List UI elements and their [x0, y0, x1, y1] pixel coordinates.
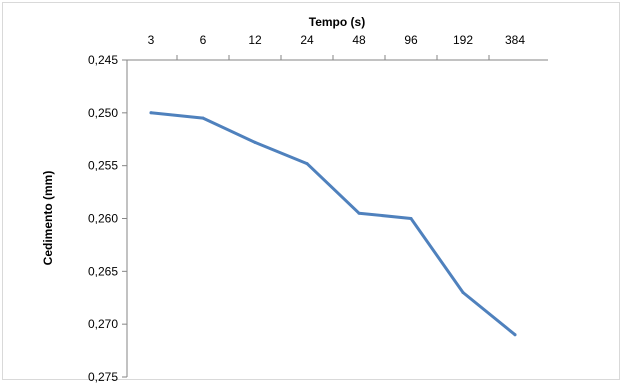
- x-tick-label: 24: [300, 33, 314, 47]
- y-tick-label: 0,245: [88, 53, 118, 67]
- x-tick-label: 384: [505, 33, 525, 47]
- data-point: [305, 162, 309, 166]
- y-tick-label: 0,270: [88, 317, 118, 331]
- y-tick-label: 0,265: [88, 264, 118, 278]
- y-tick-label: 0,250: [88, 106, 118, 120]
- x-tick-label: 12: [248, 33, 262, 47]
- data-point: [253, 140, 257, 144]
- x-tick-label: 192: [453, 33, 473, 47]
- chart-frame: [2, 2, 620, 380]
- y-axis-title: Cedimento (mm): [41, 171, 55, 266]
- data-point: [149, 111, 153, 115]
- axes: 0,245 0,250 0,255 0,260 0,265 0,270 0,275 3 6 12 2…: [88, 33, 548, 383]
- series-layer: [149, 111, 517, 337]
- x-axis-title: Tempo (s): [309, 15, 365, 29]
- x-tick-label: 96: [404, 33, 418, 47]
- series-line: [149, 111, 517, 337]
- y-tick-label: 0,275: [88, 370, 118, 383]
- x-tick-label: 6: [200, 33, 207, 47]
- data-point: [201, 116, 205, 120]
- x-tick-label: 3: [148, 33, 155, 47]
- x-tick-label: 48: [352, 33, 366, 47]
- data-point: [409, 217, 413, 220]
- y-tick-label: 0,260: [88, 212, 118, 226]
- data-point: [513, 333, 517, 337]
- y-tick-label: 0,255: [88, 159, 118, 173]
- data-point: [357, 211, 361, 215]
- data-point: [461, 291, 465, 294]
